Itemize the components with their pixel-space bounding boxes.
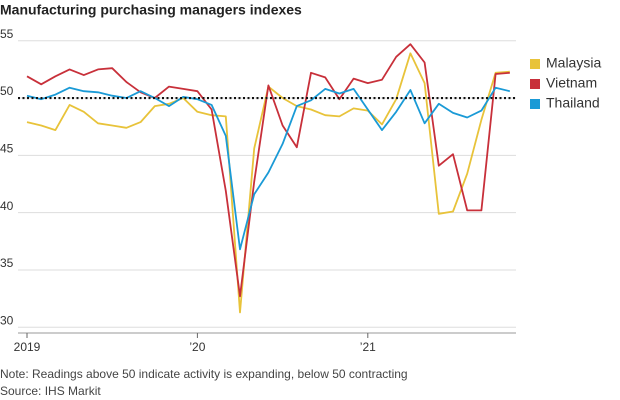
y-tick-label: 40 [0,199,14,213]
legend-swatch [530,59,540,69]
legend-label: Malaysia [546,55,601,71]
x-tick-label: 2019 [14,340,41,354]
y-tick-label: 55 [0,27,14,41]
legend-label: Vietnam [546,75,597,91]
note: Note: Readings above 50 indicate activit… [0,367,408,381]
legend-swatch [530,99,540,109]
series-line [26,43,510,298]
source: Source: IHS Markit [0,384,101,398]
legend-label: Thailand [546,95,600,111]
chart-title: Manufacturing purchasing managers indexe… [0,2,302,18]
series-line [26,86,511,251]
y-tick-label: 45 [0,142,14,156]
x-tick-label: ’21 [360,340,376,354]
legend-swatch [530,79,540,89]
y-tick-label: 35 [0,256,14,270]
y-tick-label: 30 [0,313,14,327]
x-tick-label: ’20 [189,340,205,354]
y-tick-label: 50 [0,84,14,98]
